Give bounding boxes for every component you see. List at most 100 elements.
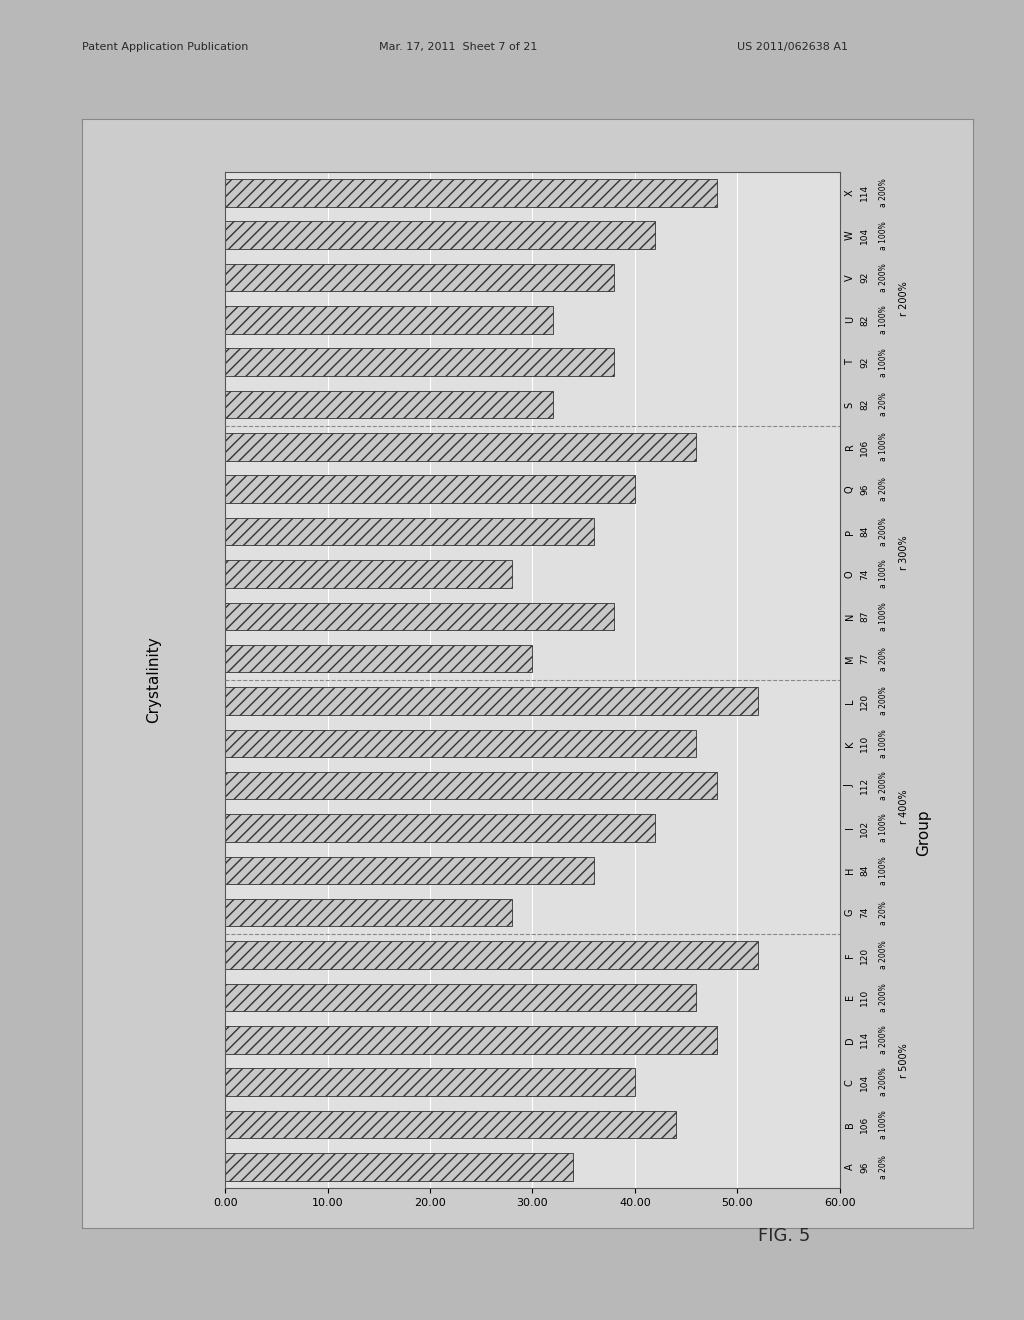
Text: Q: Q: [845, 486, 855, 494]
Text: 120: 120: [860, 946, 869, 964]
Text: r 500%: r 500%: [899, 1044, 909, 1078]
Text: P: P: [845, 528, 855, 535]
Text: 92: 92: [860, 272, 869, 284]
Bar: [225, 1026, 717, 1053]
Text: FIG. 5: FIG. 5: [758, 1226, 810, 1245]
Text: a 100%: a 100%: [879, 729, 888, 758]
Text: Crystalinity: Crystalinity: [146, 636, 161, 723]
Bar: [225, 1154, 573, 1180]
Text: A: A: [845, 1163, 855, 1170]
Text: a 20%: a 20%: [879, 392, 888, 417]
Text: S: S: [845, 401, 855, 408]
Text: a 20%: a 20%: [879, 900, 888, 925]
Text: 106: 106: [860, 438, 869, 455]
Text: a 200%: a 200%: [879, 983, 888, 1012]
Text: C: C: [845, 1078, 855, 1085]
Text: a 20%: a 20%: [879, 478, 888, 502]
Bar: [225, 602, 614, 630]
Text: X: X: [845, 190, 855, 197]
Text: a 20%: a 20%: [879, 1155, 888, 1179]
Text: I: I: [845, 826, 855, 829]
Bar: [225, 517, 594, 545]
Bar: [225, 1068, 635, 1096]
Bar: [225, 730, 696, 758]
Bar: [225, 180, 717, 206]
Text: a 100%: a 100%: [879, 813, 888, 842]
Text: 110: 110: [860, 989, 869, 1006]
Bar: [225, 560, 512, 587]
Bar: [225, 306, 553, 334]
Text: US 2011/062638 A1: US 2011/062638 A1: [737, 42, 848, 53]
Bar: [225, 348, 614, 376]
Text: G: G: [845, 909, 855, 916]
Text: a 20%: a 20%: [879, 647, 888, 671]
Bar: [225, 688, 758, 714]
Text: 110: 110: [860, 735, 869, 752]
Text: Mar. 17, 2011  Sheet 7 of 21: Mar. 17, 2011 Sheet 7 of 21: [379, 42, 538, 53]
Text: 84: 84: [860, 525, 869, 537]
Text: a 200%: a 200%: [879, 1068, 888, 1097]
Text: R: R: [845, 444, 855, 450]
Text: a 200%: a 200%: [879, 263, 888, 292]
Bar: [225, 941, 758, 969]
Text: 114: 114: [860, 185, 869, 202]
Text: L: L: [845, 698, 855, 704]
Text: 74: 74: [860, 568, 869, 579]
Text: 104: 104: [860, 227, 869, 244]
Text: a 100%: a 100%: [879, 602, 888, 631]
Text: 114: 114: [860, 1031, 869, 1048]
Text: r 300%: r 300%: [899, 536, 909, 570]
Text: H: H: [845, 867, 855, 874]
Text: J: J: [845, 784, 855, 787]
Text: M: M: [845, 655, 855, 663]
Text: 74: 74: [860, 907, 869, 919]
Text: T: T: [845, 359, 855, 366]
Text: a 100%: a 100%: [879, 560, 888, 589]
Bar: [225, 814, 655, 842]
Text: a 200%: a 200%: [879, 686, 888, 715]
Text: 120: 120: [860, 693, 869, 710]
Text: U: U: [845, 317, 855, 323]
Text: a 200%: a 200%: [879, 941, 888, 969]
Text: 106: 106: [860, 1115, 869, 1133]
Text: F: F: [845, 952, 855, 958]
Text: 104: 104: [860, 1073, 869, 1090]
Bar: [225, 645, 532, 672]
Text: a 200%: a 200%: [879, 771, 888, 800]
Text: a 200%: a 200%: [879, 178, 888, 207]
Text: a 100%: a 100%: [879, 855, 888, 884]
Text: E: E: [845, 994, 855, 1001]
Bar: [225, 391, 553, 418]
Text: 92: 92: [860, 356, 869, 368]
Text: 102: 102: [860, 820, 869, 837]
Text: K: K: [845, 741, 855, 747]
Bar: [225, 983, 696, 1011]
Text: Group: Group: [916, 809, 932, 855]
Text: 87: 87: [860, 611, 869, 622]
Text: a 100%: a 100%: [879, 433, 888, 461]
Text: 82: 82: [860, 399, 869, 411]
Text: 112: 112: [860, 777, 869, 795]
Text: a 100%: a 100%: [879, 305, 888, 334]
Bar: [225, 475, 635, 503]
Bar: [225, 222, 655, 249]
Text: 96: 96: [860, 483, 869, 495]
Text: a 200%: a 200%: [879, 1026, 888, 1055]
Text: O: O: [845, 570, 855, 578]
Bar: [225, 433, 696, 461]
Text: r 400%: r 400%: [899, 789, 909, 824]
Text: 96: 96: [860, 1162, 869, 1172]
Text: B: B: [845, 1121, 855, 1127]
Text: 84: 84: [860, 865, 869, 876]
Bar: [225, 857, 594, 884]
Bar: [225, 772, 717, 800]
Text: a 100%: a 100%: [879, 1110, 888, 1139]
Text: Patent Application Publication: Patent Application Publication: [82, 42, 248, 53]
Text: V: V: [845, 275, 855, 281]
Bar: [225, 264, 614, 292]
Text: N: N: [845, 612, 855, 620]
Text: W: W: [845, 230, 855, 240]
Text: D: D: [845, 1036, 855, 1044]
Bar: [225, 1110, 676, 1138]
Text: 82: 82: [860, 314, 869, 326]
